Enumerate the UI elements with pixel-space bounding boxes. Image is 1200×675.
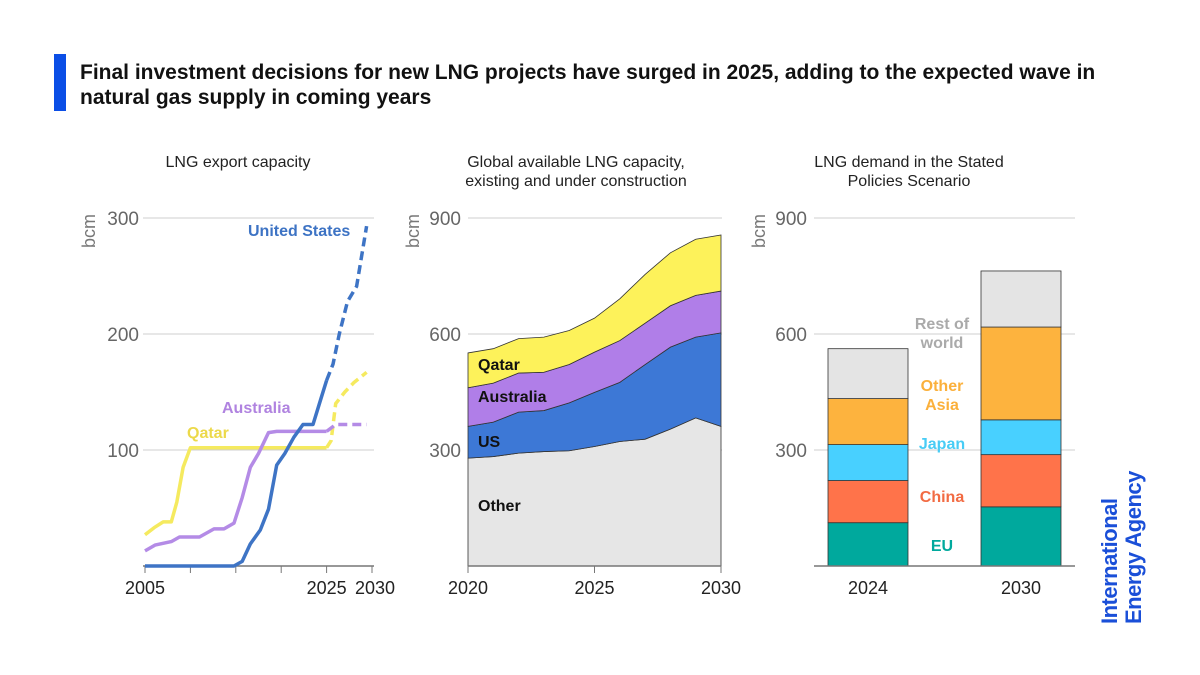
x-tick-label: 2005 bbox=[125, 578, 165, 598]
series-line-united-states bbox=[145, 379, 329, 568]
x-tick-label: 2025 bbox=[307, 578, 347, 598]
chart-title-line: Global available LNG capacity, bbox=[467, 154, 685, 171]
header-accent-bar bbox=[54, 54, 66, 111]
area-label: Qatar bbox=[478, 357, 520, 374]
chart-title-line: existing and under construction bbox=[465, 173, 686, 190]
logo-line-1: International bbox=[1097, 498, 1122, 624]
area-label: Other bbox=[478, 498, 521, 515]
y-tick-label: 100 bbox=[107, 441, 139, 462]
y-tick-label: 300 bbox=[107, 209, 139, 230]
area-label: Australia bbox=[478, 389, 547, 406]
page-title: Final investment decisions for new LNG p… bbox=[80, 61, 1096, 109]
series-line-australia bbox=[144, 429, 327, 553]
chart-title-line: LNG demand in the Stated bbox=[814, 154, 1003, 171]
bar-segment-china bbox=[827, 480, 909, 524]
bar-series-label: world bbox=[920, 335, 964, 352]
series-label: Australia bbox=[222, 400, 291, 417]
x-tick-label: 2020 bbox=[448, 578, 488, 598]
projection-line-qatar bbox=[325, 370, 368, 449]
projection-line-australia bbox=[325, 422, 367, 433]
bar-segment-eu bbox=[980, 506, 1062, 567]
series-label: Qatar bbox=[187, 425, 229, 442]
bar-series-label: Asia bbox=[925, 397, 959, 414]
bar-series-label: China bbox=[920, 489, 965, 506]
y-tick-label: 600 bbox=[429, 325, 461, 346]
chart-title-line: Policies Scenario bbox=[848, 173, 971, 190]
bar-series-label: Rest of bbox=[915, 316, 970, 333]
bar-segment-rest-of-world bbox=[827, 348, 909, 399]
bar-series-label: EU bbox=[931, 538, 953, 555]
x-tick-label: 2025 bbox=[574, 578, 614, 598]
bar-series-label: Japan bbox=[919, 436, 965, 453]
bar-segment-rest-of-world bbox=[980, 270, 1062, 328]
y-tick-label: 300 bbox=[429, 441, 461, 462]
bar-segment-other-asia bbox=[980, 326, 1062, 421]
y-tick-label: 600 bbox=[775, 325, 807, 346]
y-axis-label: bcm bbox=[749, 214, 769, 248]
x-tick-label: 2030 bbox=[1001, 578, 1041, 598]
bar-segment-japan bbox=[980, 419, 1062, 456]
chart-title: LNG export capacity bbox=[166, 154, 311, 171]
series-label: United States bbox=[248, 223, 350, 240]
y-tick-label: 200 bbox=[107, 325, 139, 346]
y-axis-label: bcm bbox=[79, 214, 99, 248]
area-qatar bbox=[467, 234, 722, 389]
bar-series-label: Other bbox=[921, 378, 964, 395]
series-line-qatar bbox=[143, 445, 327, 537]
bar-segment-japan bbox=[827, 444, 909, 481]
x-tick-label: 2030 bbox=[355, 578, 395, 598]
bar-segment-china bbox=[980, 454, 1062, 508]
y-tick-label: 900 bbox=[775, 209, 807, 230]
x-tick-label: 2030 bbox=[701, 578, 741, 598]
y-tick-label: 300 bbox=[775, 441, 807, 462]
iea-logo: International Energy Agency bbox=[1097, 462, 1156, 624]
x-tick-label: 2024 bbox=[848, 578, 888, 598]
y-axis-label: bcm bbox=[403, 214, 423, 248]
area-label: US bbox=[478, 434, 501, 451]
projection-line-united-states bbox=[324, 225, 369, 382]
logo-line-2: Energy Agency bbox=[1121, 471, 1146, 624]
bar-segment-other-asia bbox=[827, 398, 909, 445]
y-tick-label: 900 bbox=[429, 209, 461, 230]
bar-segment-eu bbox=[827, 522, 909, 567]
